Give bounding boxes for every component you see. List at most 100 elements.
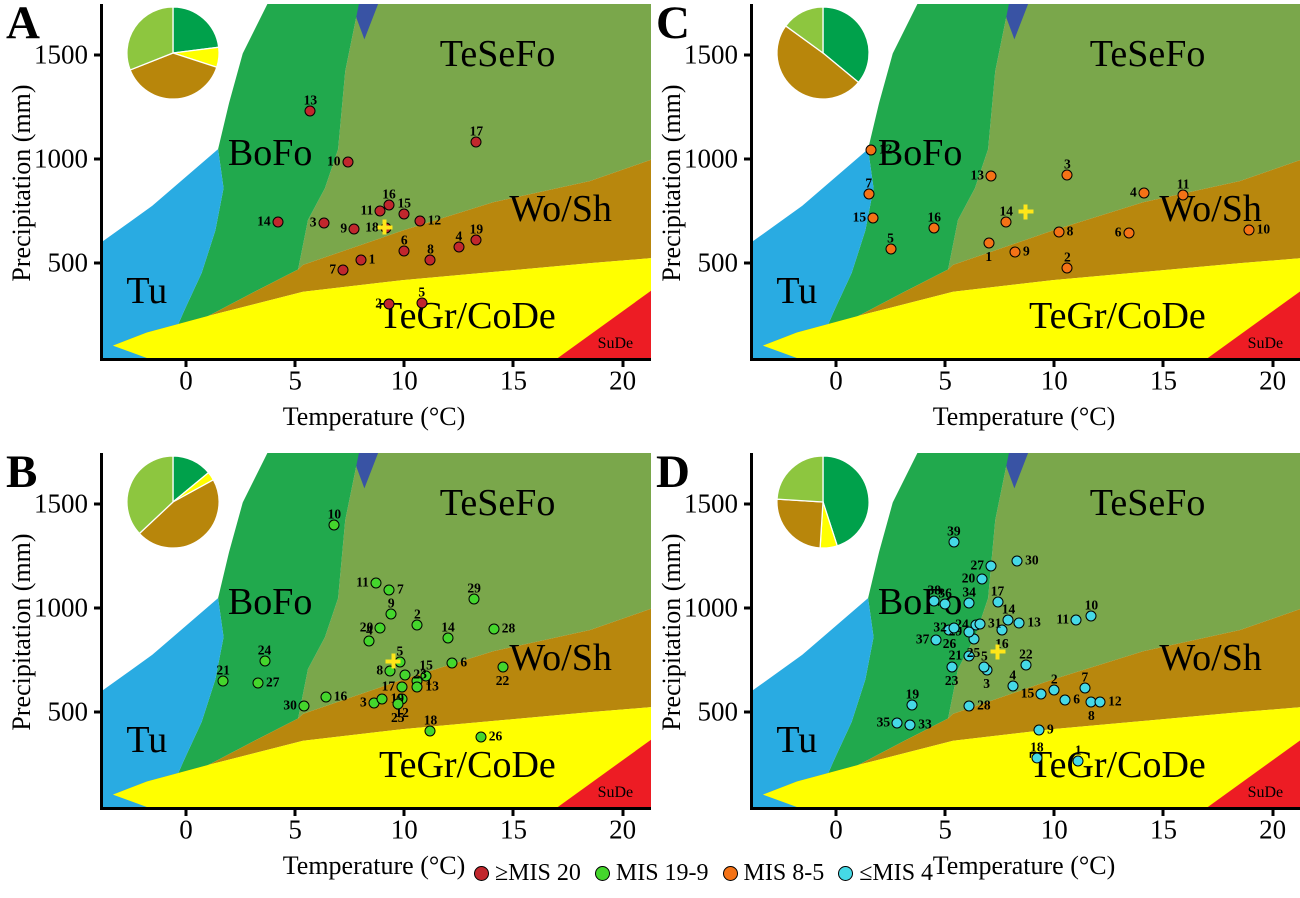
biome-regions — [753, 4, 1300, 358]
data-point — [385, 608, 397, 620]
data-point — [252, 677, 264, 689]
pie-slice-ltgreen — [126, 6, 174, 71]
data-point — [978, 661, 990, 673]
data-point — [1059, 694, 1071, 706]
legend: ≥MIS 20 MIS 19-9 MIS 8-5 ≤MIS 4 — [474, 860, 947, 887]
data-point — [468, 593, 480, 605]
region-label-wosh: Wo/Sh — [509, 188, 612, 231]
region-label-tu: Tu — [776, 718, 818, 761]
data-point — [1002, 614, 1014, 626]
region-tu — [103, 598, 224, 807]
data-point-label: 29 — [467, 580, 481, 596]
pie-slice-dkgreen — [172, 6, 220, 54]
data-point-label: 15 — [397, 195, 412, 211]
cross-bar — [1023, 204, 1028, 220]
legend-label: ≥MIS 20 — [495, 860, 581, 886]
data-point — [906, 699, 918, 711]
data-point — [1138, 187, 1150, 199]
pie-slice-dkgreen — [822, 6, 870, 84]
x-tick-label: 20 — [609, 365, 637, 396]
data-point-label: 4 — [1009, 667, 1017, 683]
y-tick-label: 500 — [697, 247, 739, 278]
data-point — [470, 136, 482, 148]
legend-item: MIS 8-5 — [722, 860, 824, 887]
pie-slice-olive — [138, 478, 220, 549]
data-point — [398, 208, 410, 220]
x-tick-mark — [1271, 358, 1275, 367]
y-tick-mark — [94, 710, 103, 714]
pie-slice-olive — [776, 25, 860, 100]
data-point-label: 6 — [1073, 692, 1080, 708]
data-point-label: 8 — [376, 663, 384, 679]
y-tick-label: 1000 — [684, 143, 738, 174]
x-tick-label: 15 — [499, 814, 527, 845]
data-point-label: 9 — [387, 595, 395, 611]
region-label-bofo: BoFo — [227, 131, 313, 174]
data-point — [983, 237, 995, 249]
data-point — [1070, 614, 1082, 626]
cross-bar — [995, 644, 1000, 660]
data-point — [342, 156, 354, 168]
data-point — [384, 665, 396, 677]
cross-bar — [382, 219, 387, 235]
data-point-label: 36 — [938, 585, 952, 601]
data-point — [928, 595, 940, 607]
data-point — [392, 698, 404, 710]
region-tesefo — [948, 4, 1300, 270]
data-point-label: 12 — [1108, 693, 1122, 709]
region-sude — [1207, 740, 1300, 807]
region-label-sude: SuDe — [1247, 783, 1284, 801]
x-tick-mark — [1271, 807, 1275, 816]
data-point — [1035, 688, 1047, 699]
pie-slice-ltgreen — [784, 6, 824, 55]
region-label-bofo: BoFo — [877, 131, 963, 174]
data-point-label: 15 — [419, 657, 433, 673]
x-tick-mark — [184, 358, 188, 367]
data-point — [383, 199, 395, 211]
data-point-label: 18 — [423, 712, 438, 728]
data-point-label: 13 — [1027, 614, 1041, 630]
data-point-label: 22 — [1019, 646, 1033, 662]
data-point-label: 10 — [1084, 597, 1099, 613]
data-point-label: 21 — [216, 662, 230, 678]
legend-marker-icon — [722, 866, 738, 881]
data-point-label: 6 — [1114, 224, 1122, 240]
data-point — [1243, 224, 1255, 236]
data-point — [1020, 659, 1032, 671]
data-point-label: 35 — [876, 714, 891, 730]
x-tick-label: 0 — [829, 365, 843, 396]
y-tick-label: 1500 — [684, 39, 738, 70]
pie-slice-olive — [129, 52, 218, 100]
data-point — [930, 634, 942, 646]
x-tick-label: 20 — [609, 814, 637, 845]
pie-chart — [776, 455, 870, 549]
data-point — [885, 243, 897, 255]
data-point-label: 16 — [333, 688, 348, 704]
data-point-label: 1 — [985, 248, 993, 264]
data-point — [399, 669, 411, 681]
y-tick-mark — [94, 53, 103, 57]
data-point-label: 10 — [327, 153, 341, 169]
data-point-label: 2 — [1050, 671, 1058, 687]
x-tick-mark — [402, 358, 406, 367]
data-point-label: 25 — [390, 709, 405, 725]
panel-D: D Precipitation (mm) Temperature (°C) Tu… — [650, 446, 1300, 898]
data-point — [985, 170, 997, 182]
data-point — [398, 245, 410, 257]
data-point — [1079, 682, 1091, 694]
data-point — [497, 661, 509, 673]
data-point-label: 14 — [257, 213, 271, 229]
y-tick-mark — [94, 502, 103, 506]
data-point — [996, 624, 1008, 636]
data-point-label: 7 — [865, 175, 873, 191]
y-tick-mark — [744, 157, 753, 161]
data-point-label: 9 — [1047, 721, 1054, 737]
x-tick-mark — [293, 807, 297, 816]
data-point-label: 19 — [469, 221, 484, 237]
panel-letter: D — [656, 446, 690, 498]
data-point — [1123, 227, 1135, 239]
x-tick-mark — [1161, 358, 1165, 367]
data-point-label: 23 — [944, 673, 959, 689]
data-point — [374, 622, 386, 634]
